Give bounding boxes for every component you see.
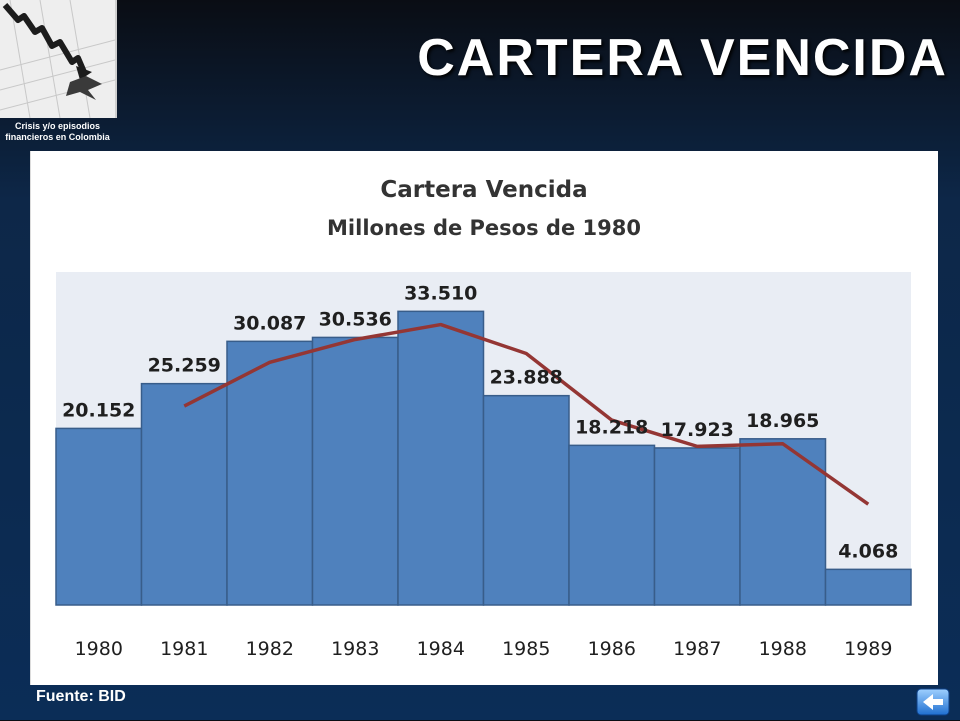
chart-panel: Cartera Vencida Millones de Pesos de 198… — [30, 151, 938, 685]
data-label-1989: 4.068 — [838, 540, 898, 562]
bar-1987 — [653, 447, 741, 606]
chart-subtitle: Millones de Pesos de 1980 — [327, 216, 641, 240]
bar-1980 — [55, 427, 143, 606]
x-tick-label-1986: 1986 — [588, 638, 636, 660]
chart-title: Cartera Vencida — [380, 177, 587, 203]
x-tick-label-1989: 1989 — [844, 638, 892, 660]
bar-chart: Cartera Vencida Millones de Pesos de 198… — [55, 177, 912, 660]
data-label-1987: 17.923 — [661, 419, 734, 441]
bar-1981 — [140, 382, 228, 606]
data-label-1980: 20.152 — [62, 399, 135, 421]
data-label-1981: 25.259 — [148, 355, 221, 377]
data-label-1982: 30.087 — [233, 312, 306, 334]
back-button[interactable] — [916, 688, 950, 716]
bar-1985 — [482, 394, 570, 606]
data-label-1988: 18.965 — [746, 410, 819, 432]
data-label-1985: 23.888 — [490, 367, 563, 389]
source-label: Fuente: BID — [36, 688, 126, 705]
x-tick-label-1983: 1983 — [331, 638, 379, 660]
data-label-1984: 33.510 — [404, 282, 477, 304]
falling-chart-logo-icon — [0, 0, 115, 118]
bar-1982 — [226, 340, 314, 606]
bar-1989 — [824, 568, 912, 606]
x-tick-label-1980: 1980 — [75, 638, 123, 660]
x-tick-label-1985: 1985 — [502, 638, 550, 660]
bar-1984 — [397, 310, 485, 606]
bar-1983 — [311, 336, 399, 606]
bar-1986 — [568, 444, 656, 606]
bar-1988 — [739, 438, 827, 606]
logo — [0, 0, 117, 118]
logo-caption: Crisis y/o episodios financieros en Colo… — [5, 121, 110, 142]
x-tick-label-1981: 1981 — [160, 638, 208, 660]
trend-line — [183, 322, 870, 506]
data-label-1983: 30.536 — [319, 308, 392, 330]
x-tick-label-1984: 1984 — [417, 638, 465, 660]
slide-title: CARTERA VENCIDA — [417, 29, 948, 87]
x-tick-label-1987: 1987 — [673, 638, 721, 660]
x-tick-label-1982: 1982 — [246, 638, 294, 660]
data-label-1986: 18.218 — [575, 416, 648, 438]
back-arrow-icon — [916, 688, 950, 716]
x-tick-label-1988: 1988 — [759, 638, 807, 660]
